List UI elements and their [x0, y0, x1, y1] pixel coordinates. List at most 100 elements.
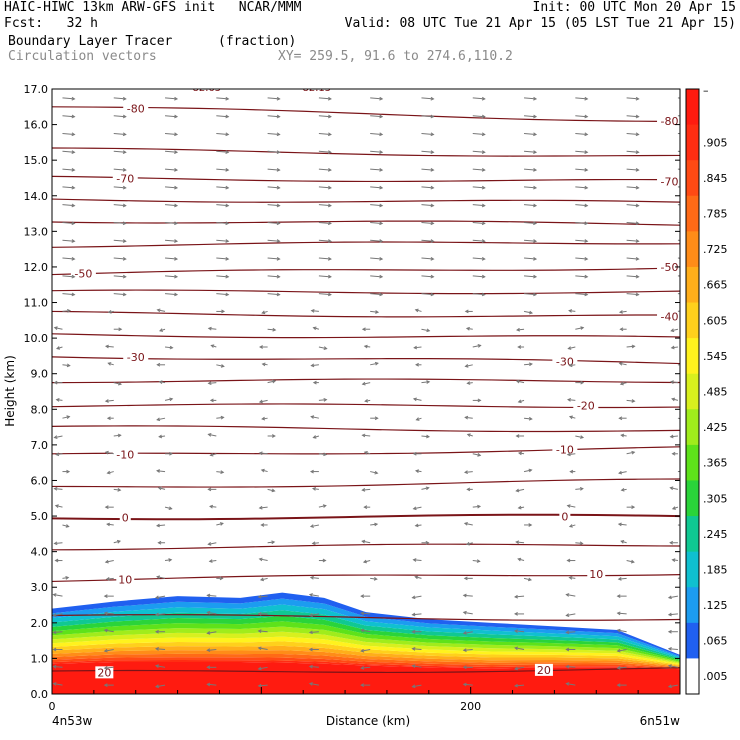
wind-vector-head [580, 380, 585, 385]
wind-vector [472, 150, 485, 153]
wind-vector [514, 647, 525, 651]
y-tick-label: 2.0 [31, 617, 49, 630]
wind-vector-head [225, 203, 230, 208]
wind-vector-head [426, 380, 431, 384]
temperature-contour [52, 667, 680, 674]
wind-vector-head [528, 416, 533, 421]
wind-vector-head [327, 292, 332, 297]
wind-vector-head [635, 114, 640, 119]
wind-vector-head [323, 397, 328, 402]
wind-vector-head [271, 434, 276, 438]
wind-vector-head [55, 452, 60, 457]
wind-vector-head [481, 256, 486, 261]
wind-vector-head [103, 683, 108, 687]
wind-vector [668, 648, 678, 651]
wind-vector-head [122, 168, 127, 172]
wind-vector-head [411, 629, 416, 634]
wind-vector-head [225, 292, 230, 297]
wind-vector [524, 275, 537, 278]
wind-vector [575, 293, 588, 296]
colorbar-frame [685, 88, 700, 695]
wind-vector-head [106, 522, 111, 527]
tracer-band [52, 645, 680, 667]
wind-vector-head [122, 203, 127, 208]
wind-vector-head [54, 558, 59, 563]
wind-vector [267, 275, 280, 278]
wind-vector-head [481, 132, 486, 137]
wind-vector [104, 666, 114, 669]
wind-vector [311, 364, 319, 367]
wind-vector [626, 239, 639, 242]
wind-vector [617, 612, 627, 615]
wind-vector-head [619, 381, 624, 386]
wind-vector-head [56, 346, 61, 350]
wind-vector-head [616, 611, 621, 616]
wind-vector [318, 453, 327, 456]
wind-vector-head [533, 274, 538, 279]
wind-vector-head [566, 558, 571, 563]
wind-vector [575, 168, 588, 171]
wind-vector-head [107, 309, 112, 314]
wind-vector-head [65, 576, 70, 580]
wind-vector-head [430, 96, 435, 101]
wind-vector-head [271, 488, 276, 493]
wind-vector-head [618, 361, 623, 366]
wind-vector-head [174, 114, 179, 119]
wind-vector [626, 150, 639, 153]
colorbar-label: .725 [703, 243, 728, 256]
wind-vector [567, 505, 576, 508]
wind-vector-head [517, 451, 523, 456]
wind-vector-head [225, 168, 230, 172]
wind-vector-head [327, 185, 332, 190]
wind-vector [267, 293, 280, 296]
wind-vector-head [411, 595, 416, 600]
wind-vector [618, 523, 627, 526]
wind-vector [267, 204, 280, 207]
wind-vector [370, 239, 383, 242]
wind-vector-head [174, 239, 179, 243]
contour-label: -20 [577, 400, 595, 413]
wind-vector-head [528, 468, 533, 473]
wind-vector [617, 629, 627, 633]
wind-vector [575, 115, 588, 118]
wind-vector-head [327, 203, 332, 208]
colorbar-label: .065 [703, 635, 728, 648]
wind-vector-head [323, 452, 328, 457]
wind-vector-head [631, 450, 636, 455]
wind-vector-head [117, 488, 122, 492]
wind-vector-head [631, 344, 636, 349]
wind-vector-head [481, 274, 486, 279]
wind-vector-head [310, 415, 315, 419]
contour-label-top: -82.65 [189, 83, 221, 94]
wind-vector-head [635, 150, 640, 154]
wind-vector-head [617, 522, 622, 527]
tracer-band [52, 653, 680, 669]
wind-vector-head [426, 328, 431, 333]
x-tick-label: 200 [460, 700, 481, 713]
plot-frame [51, 88, 681, 695]
wind-vector-head [103, 648, 108, 653]
wind-vector-head [276, 150, 281, 154]
wind-vector-head [379, 256, 384, 261]
wind-vector-head [272, 379, 277, 384]
colorbar-label: .785 [703, 208, 728, 221]
wind-vector [164, 398, 173, 401]
wind-vector [164, 168, 178, 171]
wind-vector-head [517, 557, 522, 562]
wind-vector [370, 204, 383, 207]
wind-vector [54, 488, 63, 490]
contour-label: -10 [116, 449, 134, 462]
wind-vector-head [360, 594, 365, 599]
wind-vector [472, 560, 480, 562]
colorbar-swatch [686, 338, 699, 375]
wind-vector-head [122, 96, 127, 101]
wind-vector-head [259, 577, 265, 582]
wind-vector [421, 487, 429, 490]
wind-vector-head [52, 613, 57, 617]
wind-vector [421, 221, 434, 224]
colorbar-label: .185 [703, 563, 728, 576]
colorbar-swatch [686, 622, 699, 659]
wind-vector-head [219, 576, 224, 581]
header-line1-right: Init: 00 UTC Mon 20 Apr 15 [532, 0, 737, 15]
